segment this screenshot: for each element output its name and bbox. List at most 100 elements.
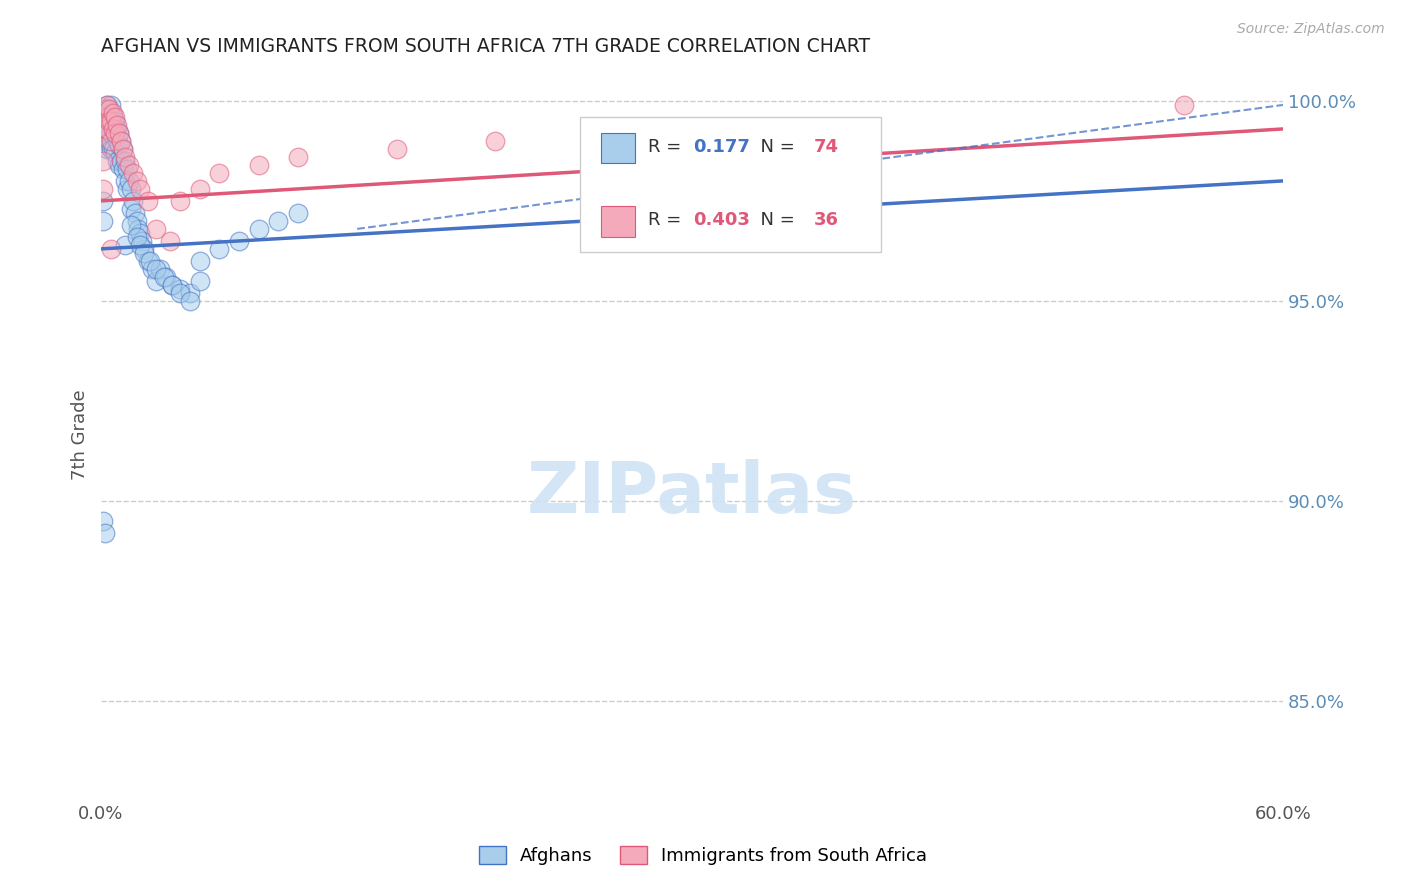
Point [228,234,250,248]
FancyBboxPatch shape [579,117,882,252]
Text: N =: N = [749,138,800,156]
Point [96,126,118,140]
Point [100,114,122,128]
Point [136,253,159,268]
Point [208,242,231,256]
Text: AFGHAN VS IMMIGRANTS FROM SOUTH AFRICA 7TH GRADE CORRELATION CHART: AFGHAN VS IMMIGRANTS FROM SOUTH AFRICA 7… [101,37,870,56]
Point [96,122,118,136]
Point [107,137,129,152]
Point [247,158,270,172]
Point [91,214,114,228]
Point [91,153,114,168]
Point [139,253,162,268]
Point [179,293,201,308]
Point [153,269,176,284]
Point [100,142,122,156]
Point [114,174,136,188]
Point [159,234,181,248]
Point [120,182,142,196]
Legend: Afghans, Immigrants from South Africa: Afghans, Immigrants from South Africa [470,837,936,874]
Point [97,102,120,116]
Point [96,142,118,156]
Text: Source: ZipAtlas.com: Source: ZipAtlas.com [1237,22,1385,37]
Point [134,245,156,260]
Point [94,102,117,116]
Point [484,134,506,148]
Point [127,222,149,236]
Point [101,142,124,156]
Point [117,174,139,188]
Text: R =: R = [648,211,688,229]
Point [96,102,118,116]
Point [115,182,138,196]
Point [110,134,132,148]
Point [267,214,290,228]
Point [169,285,191,300]
Point [105,118,128,132]
Point [188,182,211,196]
Point [145,222,167,236]
Point [124,206,146,220]
Point [105,122,128,136]
Point [188,253,211,268]
Point [155,269,177,284]
Point [145,261,167,276]
Point [94,102,117,116]
Point [160,277,183,292]
Text: 74: 74 [814,138,839,156]
Point [179,285,201,300]
Point [120,202,142,216]
Point [91,194,114,208]
Text: 0.403: 0.403 [693,211,749,229]
Y-axis label: 7th Grade: 7th Grade [72,390,89,480]
Point [145,274,167,288]
Point [104,114,127,128]
Point [101,110,124,124]
FancyBboxPatch shape [600,133,636,163]
Point [110,134,132,148]
Point [129,182,152,196]
Point [287,206,309,220]
Point [385,142,408,156]
Point [111,161,134,176]
Point [115,161,138,176]
Point [1173,98,1195,112]
Point [94,114,117,128]
Point [117,158,139,172]
Point [96,110,118,124]
Point [94,122,117,136]
Point [100,98,122,112]
Point [111,142,134,156]
Point [141,261,163,276]
Point [104,126,127,140]
Point [129,226,152,240]
Point [94,134,117,148]
Point [121,166,143,180]
Point [131,234,153,248]
Point [114,150,136,164]
Point [120,218,142,232]
Point [169,194,191,208]
Point [101,106,124,120]
Text: 0.177: 0.177 [693,138,749,156]
Point [104,145,127,160]
Point [136,194,159,208]
Point [107,126,129,140]
Point [101,122,124,136]
Point [104,110,127,124]
Point [97,114,120,128]
Point [91,514,114,528]
Point [149,261,172,276]
Point [97,102,120,116]
Point [94,525,117,540]
Point [96,98,118,112]
Point [100,134,122,148]
Point [100,126,122,140]
Point [107,126,129,140]
Point [125,230,148,244]
Point [91,182,114,196]
Text: R =: R = [648,138,688,156]
Point [129,238,152,252]
Point [114,153,136,168]
Point [107,158,129,172]
